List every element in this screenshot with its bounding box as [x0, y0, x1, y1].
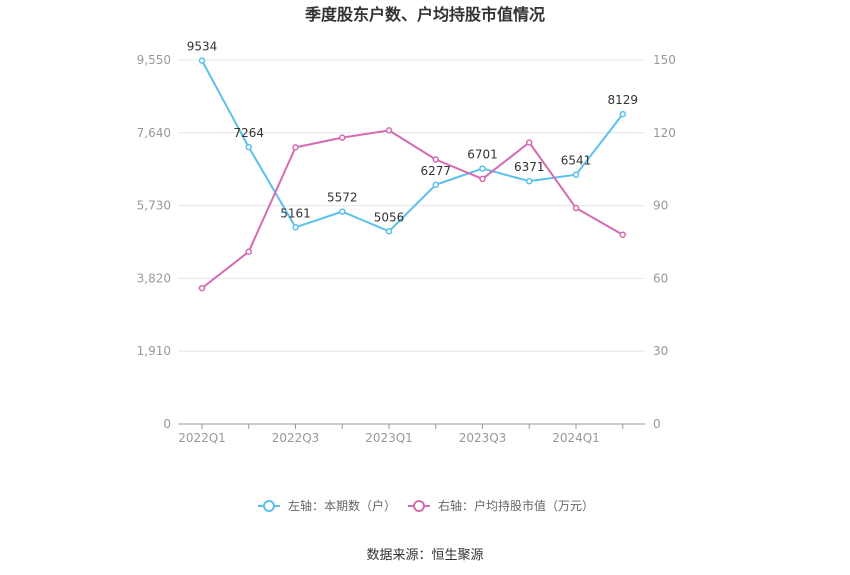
series-point-0	[526, 177, 533, 185]
legend-marker-0	[263, 500, 275, 512]
y-right-tick-label: 150	[653, 53, 676, 67]
series-point-0	[432, 181, 439, 189]
series-point-1	[292, 144, 299, 151]
x-tick-label: 2022Q3	[272, 431, 320, 445]
series-line-0	[201, 60, 624, 233]
y-left-tick-label: 1,910	[137, 344, 171, 358]
series-point-1	[619, 231, 626, 238]
data-label: 6371	[514, 160, 545, 174]
legend: 左轴：本期数（户） 右轴：户均持股市值（万元）	[258, 498, 594, 513]
series-point-0	[479, 165, 486, 172]
y-right-tick-label: 60	[653, 271, 668, 285]
x-tick-label: 2023Q1	[365, 431, 413, 445]
series-lines	[198, 57, 626, 292]
data-label: 6701	[467, 148, 498, 162]
legend-label-1: 右轴：户均持股市值（万元）	[438, 498, 594, 513]
data-label: 6541	[561, 154, 592, 168]
data-label: 5161	[280, 206, 311, 220]
y-right-tick-label: 90	[653, 199, 668, 213]
series-point-1	[245, 248, 252, 255]
series-point-0	[292, 224, 299, 231]
series-point-1	[385, 127, 393, 134]
y-right-tick-label: 30	[653, 344, 668, 358]
x-tick-label: 2022Q1	[178, 431, 226, 445]
axes: 0 1,910 3,820 5,730 7,640 9,550 0 30 60 90 120 150 2…	[137, 53, 676, 445]
y-left-tick-label: 5,730	[137, 199, 171, 213]
series-point-0	[572, 171, 580, 178]
series-point-0	[245, 143, 252, 151]
series-point-0	[339, 208, 346, 215]
data-labels: 9534 7264 5161 5572 5056 6277 6701 6371 6541 8129	[187, 40, 638, 225]
y-left-tick-label: 0	[163, 417, 171, 431]
legend-marker-1	[413, 500, 425, 512]
series-point-1	[479, 175, 486, 183]
grid	[178, 59, 645, 352]
series-point-1	[198, 284, 206, 292]
legend-label-0: 左轴：本期数（户）	[288, 498, 396, 513]
data-label: 7264	[233, 126, 264, 140]
y-left-tick-label: 3,820	[137, 271, 171, 285]
data-label: 8129	[607, 93, 638, 107]
series-point-1	[572, 204, 580, 212]
series-point-1	[339, 134, 346, 141]
y-right-tick-label: 0	[653, 417, 661, 431]
data-label: 6277	[420, 164, 451, 178]
series-line-1	[201, 129, 624, 289]
series-point-0	[198, 57, 206, 64]
x-tick-label: 2023Q3	[459, 431, 507, 445]
series-point-1	[526, 139, 533, 146]
y-left-tick-label: 9,550	[137, 53, 171, 67]
chart-title: 季度股东户数、户均持股市值情况	[304, 5, 545, 24]
source-note: 数据来源：恒生聚源	[366, 548, 483, 563]
x-tick-label: 2024Q1	[552, 431, 600, 445]
data-label: 5056	[374, 210, 405, 224]
data-label: 5572	[327, 191, 358, 205]
y-right-tick-label: 120	[653, 126, 676, 140]
series-point-1	[432, 156, 439, 163]
series-point-0	[619, 110, 626, 118]
y-left-tick-label: 7,640	[137, 126, 171, 140]
data-label: 9534	[187, 40, 218, 54]
series-point-0	[385, 228, 393, 235]
